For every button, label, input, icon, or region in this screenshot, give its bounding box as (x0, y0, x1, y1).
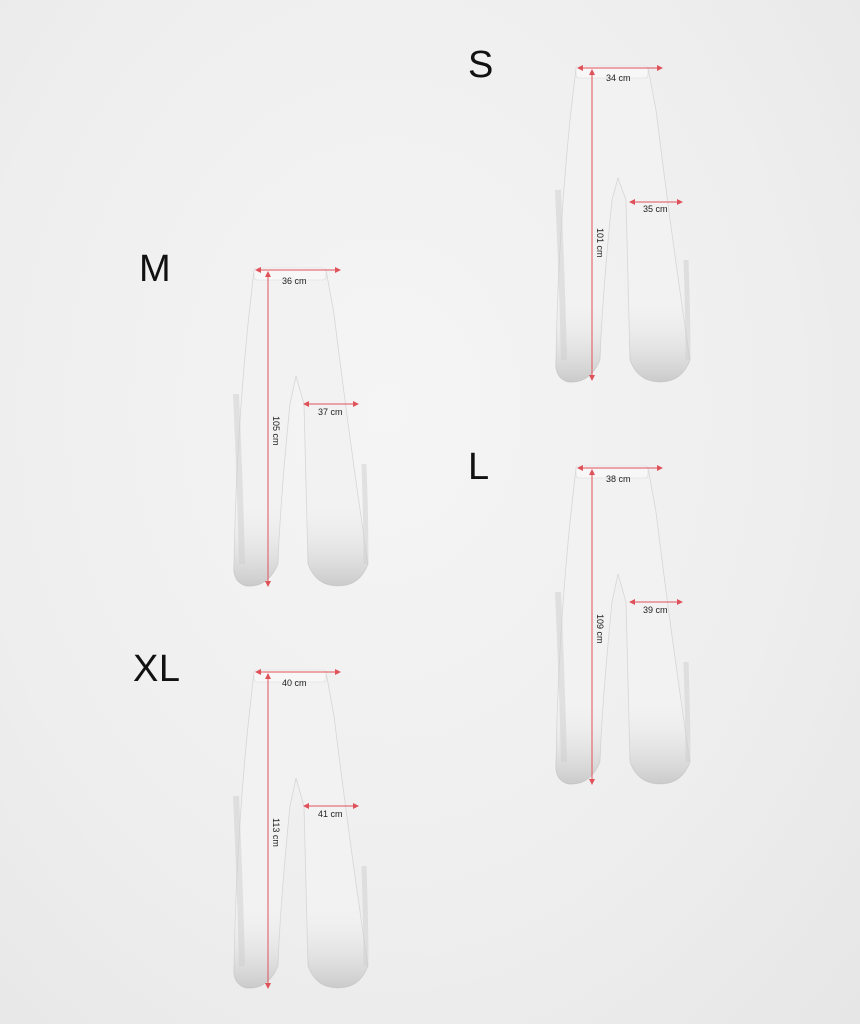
measure-lines (577, 465, 683, 785)
pants-image-s: 34 cm 35 cm 101 cm (555, 65, 691, 383)
length-measure-s: 101 cm (595, 228, 605, 258)
size-label-l: L (468, 446, 490, 488)
length-measure-m: 105 cm (271, 416, 281, 446)
leg-measure-m: 37 cm (318, 407, 343, 417)
pants-silhouette (555, 65, 691, 383)
size-label-xl: XL (133, 648, 181, 690)
length-measure-l: 109 cm (595, 614, 605, 644)
length-measure-xl: 113 cm (271, 818, 281, 847)
pants-image-l: 38 cm 39 cm 109 cm (555, 465, 691, 785)
pants-silhouette (233, 267, 369, 587)
measure-lines (255, 267, 359, 587)
leg-measure-l: 39 cm (643, 605, 668, 615)
waist-measure-m: 36 cm (282, 276, 307, 286)
waist-measure-s: 34 cm (606, 73, 631, 83)
pants-image-xl: 40 cm 41 cm 113 cm (233, 669, 369, 989)
waist-measure-xl: 40 cm (282, 678, 307, 688)
measure-lines (577, 65, 683, 381)
measure-lines (255, 669, 359, 989)
size-label-s: S (468, 44, 494, 86)
pants-silhouette (555, 465, 691, 785)
size-label-m: M (139, 248, 172, 290)
pants-image-m: 36 cm 37 cm 105 cm (233, 267, 369, 587)
leg-measure-xl: 41 cm (318, 809, 343, 819)
waist-measure-l: 38 cm (606, 474, 631, 484)
pants-silhouette (233, 669, 369, 989)
leg-measure-s: 35 cm (643, 204, 668, 214)
